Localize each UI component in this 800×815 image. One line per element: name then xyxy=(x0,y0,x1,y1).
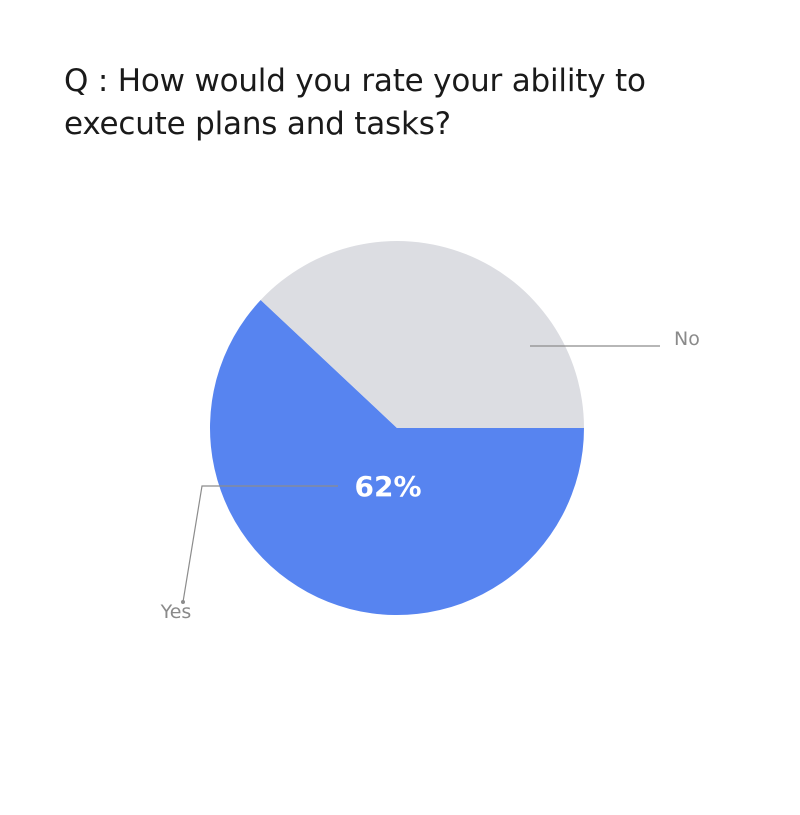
category-label-no: No xyxy=(674,328,700,350)
pie-slice-no xyxy=(260,240,584,428)
data-label-yes: 62% xyxy=(354,470,421,503)
pie-slice-yes xyxy=(210,299,585,615)
category-label-yes: Yes xyxy=(160,601,192,623)
chart-title: Q : How would you rate your ability to e… xyxy=(64,63,646,142)
leader-dot-yes xyxy=(181,600,185,604)
leader-line-yes xyxy=(182,485,338,603)
